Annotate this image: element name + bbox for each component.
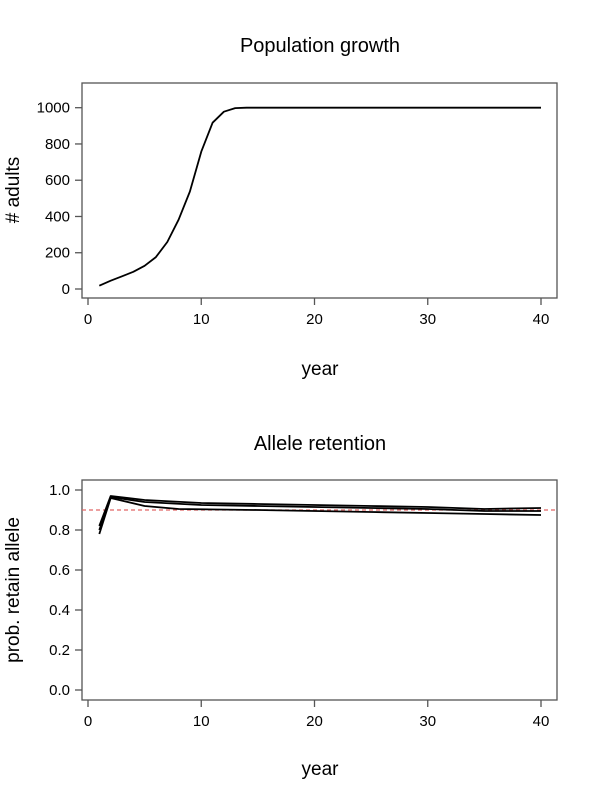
y-axis-label: # adults xyxy=(3,157,24,224)
series-line-3 xyxy=(98,497,542,535)
chart-title: Population growth xyxy=(240,35,400,57)
plot-frame xyxy=(81,82,558,299)
y-tick-label: 200 xyxy=(45,245,70,262)
population-growth-chart: Population growth year # adults 0 10 20 30 4… xyxy=(3,35,558,380)
y-tick-label: 600 xyxy=(45,172,70,189)
x-tick-label: 20 xyxy=(306,713,323,730)
y-tick-label: 0.4 xyxy=(49,602,70,619)
x-tick-label: 40 xyxy=(533,713,550,730)
series-line-2 xyxy=(98,496,541,531)
plot-frame xyxy=(81,479,558,701)
x-tick-label: 10 xyxy=(193,713,210,730)
series-line-1 xyxy=(98,495,542,527)
y-tick-label: 0.8 xyxy=(49,522,70,539)
y-tick-label: 0 xyxy=(62,281,70,298)
y-tick-label: 400 xyxy=(45,208,70,225)
series-line-1 xyxy=(98,106,541,287)
y-tick-label: 0.0 xyxy=(49,682,70,699)
x-tick-label: 40 xyxy=(533,311,550,328)
x-tick-label: 30 xyxy=(419,311,436,328)
y-tick-label: 0.2 xyxy=(49,642,70,659)
y-tick-label: 800 xyxy=(45,136,70,153)
allele-retention-chart: Allele retention year prob. retain allel… xyxy=(3,433,558,780)
chart-title: Allele retention xyxy=(254,433,386,455)
y-tick-label: 1000 xyxy=(37,100,70,117)
x-tick-label: 20 xyxy=(306,311,323,328)
x-tick-label: 10 xyxy=(193,311,210,328)
x-tick-label: 30 xyxy=(419,713,436,730)
y-axis-label: prob. retain allele xyxy=(3,517,24,663)
x-axis-label: year xyxy=(302,359,340,380)
x-axis-label: year xyxy=(302,759,340,780)
x-tick-label: 0 xyxy=(84,311,92,328)
y-tick-label: 1.0 xyxy=(49,482,70,499)
y-tick-label: 0.6 xyxy=(49,562,70,579)
x-tick-label: 0 xyxy=(84,713,92,730)
